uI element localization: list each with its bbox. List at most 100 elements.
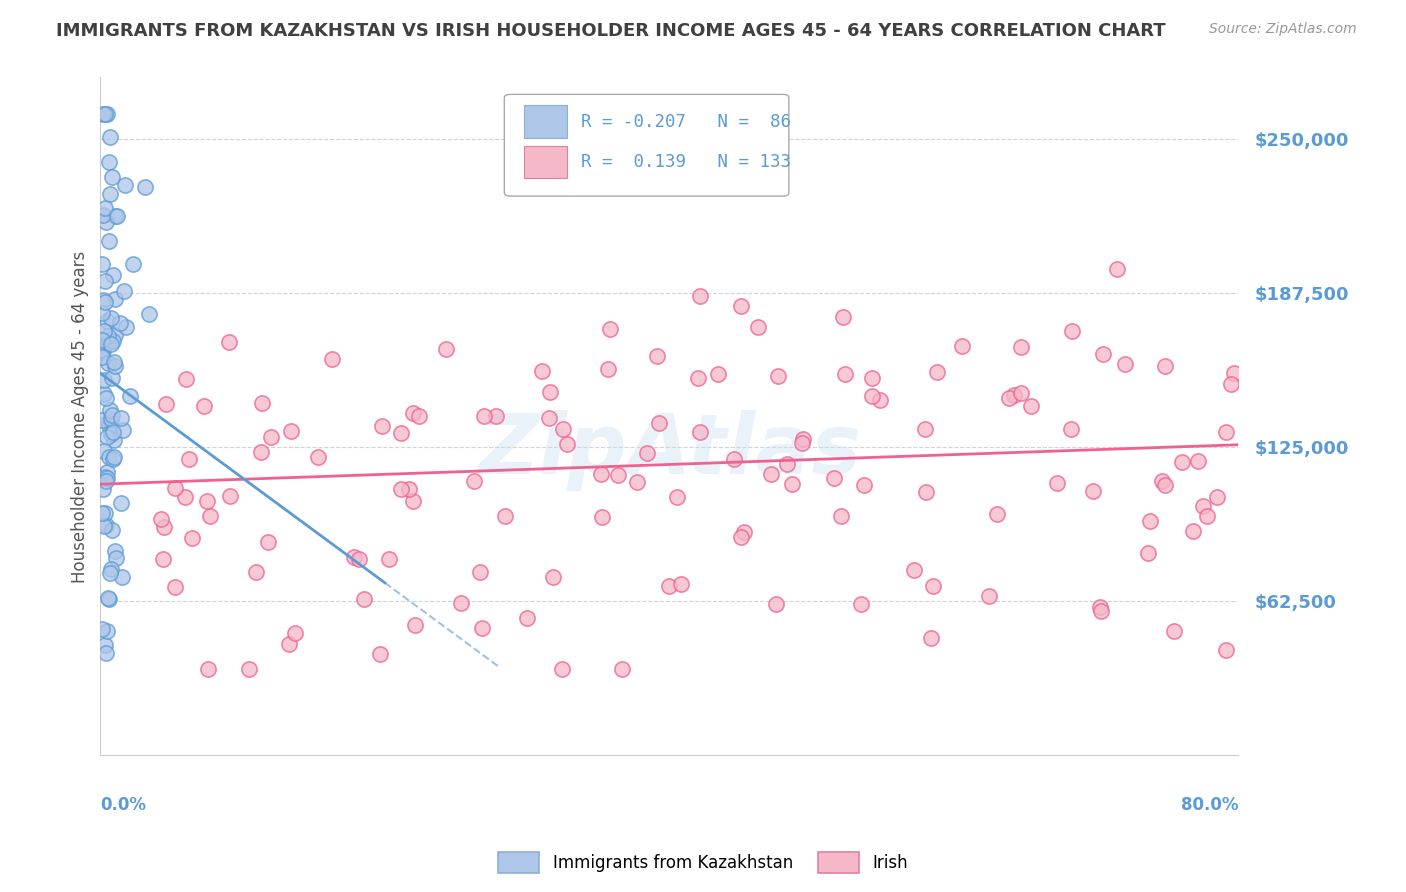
Point	[1092, 347, 1115, 361]
Point	[91, 107, 114, 121]
Point	[97, 416, 120, 430]
Point	[1219, 376, 1241, 391]
Point	[100, 336, 122, 351]
Point	[93, 295, 115, 310]
Text: IMMIGRANTS FROM KAZAKHSTAN VS IRISH HOUSEHOLDER INCOME AGES 45 - 64 YEARS CORREL: IMMIGRANTS FROM KAZAKHSTAN VS IRISH HOUS…	[56, 22, 1166, 40]
Point	[94, 638, 117, 652]
Point	[112, 284, 135, 298]
Point	[1223, 366, 1246, 380]
Point	[91, 343, 114, 358]
Point	[104, 327, 127, 342]
Point	[177, 451, 200, 466]
Point	[792, 432, 814, 446]
Point	[1060, 324, 1083, 338]
Point	[1152, 475, 1174, 489]
Point	[91, 293, 114, 307]
Point	[1195, 508, 1218, 523]
Point	[104, 292, 127, 306]
Point	[94, 469, 117, 483]
Point	[1114, 357, 1136, 371]
Point	[408, 409, 430, 423]
Point	[531, 364, 554, 378]
Text: R =  0.139   N = 133: R = 0.139 N = 133	[581, 153, 790, 171]
Point	[869, 393, 891, 408]
Point	[91, 506, 114, 520]
Point	[538, 384, 561, 399]
Point	[101, 451, 124, 466]
Point	[852, 477, 875, 491]
Point	[101, 425, 124, 440]
Point	[90, 412, 112, 426]
Point	[200, 509, 222, 524]
Point	[463, 474, 485, 488]
Point	[90, 343, 112, 358]
Text: 0.0%: 0.0%	[100, 796, 146, 814]
Point	[193, 399, 215, 413]
Point	[257, 534, 280, 549]
Point	[598, 362, 620, 376]
Point	[97, 329, 120, 343]
Point	[404, 617, 426, 632]
Point	[96, 465, 118, 479]
Point	[747, 319, 769, 334]
Point	[245, 565, 267, 579]
Point	[1060, 422, 1083, 436]
Point	[849, 597, 872, 611]
Point	[371, 418, 394, 433]
Point	[150, 512, 173, 526]
Point	[219, 489, 242, 503]
Point	[920, 631, 942, 645]
Point	[96, 314, 118, 328]
Point	[790, 435, 813, 450]
Point	[90, 350, 112, 364]
Point	[1182, 524, 1205, 538]
Point	[93, 373, 115, 387]
Point	[1088, 600, 1111, 615]
Point	[1019, 399, 1042, 413]
Point	[197, 662, 219, 676]
Point	[307, 450, 329, 465]
Point	[1090, 604, 1112, 618]
Point	[398, 482, 420, 496]
Point	[353, 592, 375, 607]
Point	[471, 621, 494, 635]
Point	[260, 429, 283, 443]
FancyBboxPatch shape	[505, 95, 789, 196]
Point	[118, 389, 141, 403]
Point	[114, 320, 136, 334]
Point	[472, 409, 495, 424]
Point	[645, 349, 668, 363]
Point	[280, 424, 302, 438]
Bar	[523, 146, 567, 178]
Point	[823, 471, 845, 485]
Point	[1187, 454, 1209, 468]
Legend: Immigrants from Kazakhstan, Irish: Immigrants from Kazakhstan, Irish	[491, 846, 915, 880]
Point	[450, 597, 472, 611]
Point	[689, 288, 711, 302]
Point	[103, 268, 125, 283]
Point	[94, 391, 117, 405]
Point	[122, 257, 145, 271]
Point	[100, 409, 122, 423]
Point	[90, 333, 112, 347]
Point	[1010, 340, 1032, 354]
Point	[541, 570, 564, 584]
Point	[343, 550, 366, 565]
Point	[689, 425, 711, 439]
Point	[765, 597, 787, 611]
Point	[101, 523, 124, 537]
Point	[90, 305, 112, 319]
Point	[93, 444, 115, 458]
Point	[516, 611, 538, 625]
Point	[104, 551, 127, 566]
Point	[389, 426, 412, 441]
Point	[96, 430, 118, 444]
Point	[551, 662, 574, 676]
Point	[782, 476, 804, 491]
Point	[1192, 499, 1215, 513]
Point	[860, 371, 883, 385]
Point	[100, 427, 122, 442]
Point	[96, 107, 118, 121]
Point	[610, 662, 633, 676]
Point	[98, 234, 121, 248]
